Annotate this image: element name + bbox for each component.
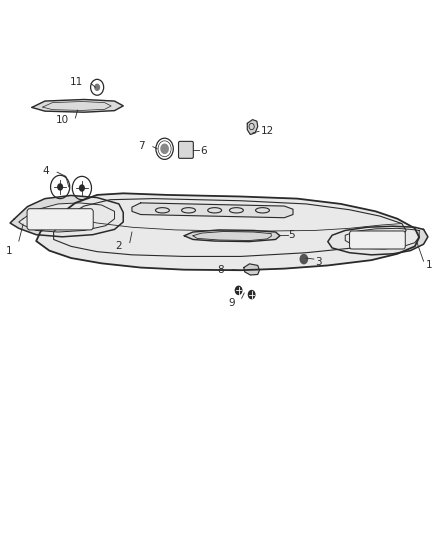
Circle shape: [57, 183, 63, 191]
Circle shape: [79, 184, 85, 192]
Text: 7: 7: [138, 141, 145, 151]
Polygon shape: [132, 203, 293, 217]
Polygon shape: [328, 226, 428, 255]
Text: 12: 12: [260, 126, 274, 136]
Polygon shape: [19, 203, 115, 232]
Text: 6: 6: [201, 146, 207, 156]
Text: 1: 1: [6, 246, 12, 256]
Polygon shape: [36, 193, 419, 270]
Circle shape: [160, 143, 169, 154]
Polygon shape: [247, 119, 258, 134]
Text: 1: 1: [426, 261, 432, 270]
Polygon shape: [32, 100, 123, 112]
Text: 9: 9: [228, 297, 235, 308]
Text: 11: 11: [70, 77, 83, 87]
Circle shape: [235, 286, 243, 295]
Polygon shape: [345, 228, 419, 249]
Text: 5: 5: [289, 230, 295, 240]
Circle shape: [248, 290, 255, 300]
Polygon shape: [244, 264, 259, 275]
Circle shape: [94, 84, 100, 91]
Text: 10: 10: [56, 115, 69, 125]
Text: 3: 3: [315, 257, 321, 266]
FancyBboxPatch shape: [350, 231, 405, 249]
Polygon shape: [10, 196, 123, 237]
Text: 4: 4: [42, 166, 49, 176]
FancyBboxPatch shape: [27, 209, 93, 230]
Circle shape: [300, 254, 308, 264]
FancyBboxPatch shape: [179, 141, 193, 158]
Polygon shape: [184, 230, 280, 241]
Text: 8: 8: [218, 265, 224, 275]
Text: 2: 2: [116, 241, 122, 252]
